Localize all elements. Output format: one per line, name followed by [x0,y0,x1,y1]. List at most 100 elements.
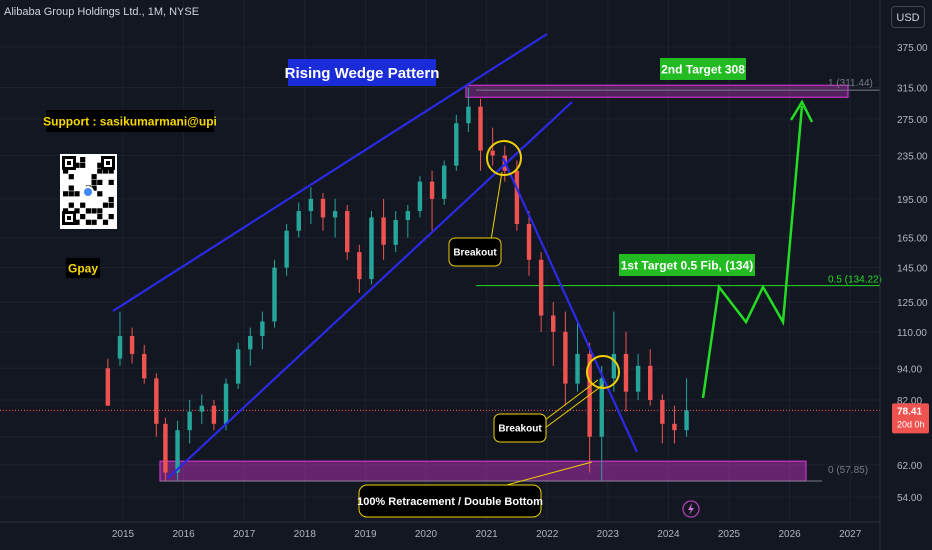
candle-body [284,230,289,268]
qr-cell [102,202,109,208]
price-tick-label: 275.00 [897,115,928,126]
candle-body [129,336,135,354]
qr-cell [91,174,97,180]
price-tick-label: 62.00 [897,461,922,472]
downtrend-line [501,157,639,453]
time-tick-label: 2024 [657,529,680,540]
candle-body [429,181,435,199]
callout-line-3 [544,384,604,429]
qr-cell [97,179,103,185]
qr-cell [91,219,97,225]
candle-body [142,353,147,379]
candle-body [405,211,411,221]
callout-line-1 [490,171,503,241]
fib-0-label: 0 (57.85) [828,465,868,476]
currency-button[interactable]: USD [891,6,925,28]
target1-label: 1st Target 0.5 Fib, (134) [621,258,754,272]
candle-body [466,106,471,124]
qr-cell [97,162,103,168]
fib-1-zone [465,84,849,98]
double-bottom-label: 100% Retracement / Double Bottom [357,496,543,508]
qr-cell [97,191,103,197]
price-tick-label: 145.00 [897,264,928,275]
candle-body [417,181,423,212]
target1-label-box [619,254,755,276]
candle-body [357,252,362,280]
candle-body [211,405,217,424]
candle-body [154,378,159,424]
qr-cell [108,196,114,203]
candle-body [454,123,459,166]
wedge-lower-line [167,101,573,479]
lightning-icon-bolt [688,503,694,515]
candle-body [199,405,204,412]
target2-label: 2nd Target 308 [661,62,745,76]
candle-body [635,365,641,392]
candle-body [187,411,192,431]
lightning-icon [682,500,700,518]
candle-body [611,353,617,379]
current-price-tag [892,403,929,434]
double-bottom-label-box [358,484,542,518]
time-tick-label: 2015 [112,529,135,540]
target-projection-path [701,105,804,399]
qr-cell [74,191,80,197]
qr-cell [74,162,80,168]
qr-cell [91,179,97,185]
target-arrow-head [789,99,814,123]
qr-finder-core [106,161,110,165]
candle-body [478,106,483,151]
time-tick-label: 2025 [718,529,741,540]
breakout-label-1-box [448,237,502,267]
candle-body [332,211,338,218]
candle-body [369,217,374,280]
candle-body [308,198,314,212]
candle-body [105,368,111,406]
qr-cell [74,208,80,214]
qr-cell [85,219,91,225]
qr-cell [80,162,86,168]
candle-body [381,217,386,245]
drawings-layer [112,33,814,487]
qr-finder-core [67,161,71,165]
qr-cell [91,208,97,214]
time-tick-label: 2020 [415,529,438,540]
breakout-label-1: Breakout [453,248,497,259]
qr-cell [97,168,103,174]
qr-cell [97,214,103,220]
price-tick-label: 94.00 [897,364,922,375]
qr-cell [63,208,69,214]
candle-body [672,423,677,431]
candle-body [526,223,532,260]
qr-cell [68,185,74,191]
gpay-label-box [66,258,100,278]
candle-body [248,336,253,350]
qr-cell [68,174,74,180]
fib-05-label: 0.5 (134.22) [828,275,882,286]
candle-body [648,365,653,400]
qr-cell [68,191,74,197]
qr-code [60,154,117,229]
qr-cell [80,214,86,220]
qr-cell [68,202,74,208]
labels-layer: Rising Wedge Pattern Support : sasikumarm… [43,58,755,518]
qr-logo-icon [84,188,92,196]
price-tick-label: 315.00 [897,83,928,94]
qr-finder-core [67,216,71,220]
qr-cell [80,157,86,163]
price-tick-label: 82.00 [897,396,922,407]
time-tick-label: 2023 [597,529,620,540]
breakout-circle-2 [586,355,620,389]
zones-layer: 1 (311.44) 0.5 (134.22) 0 (57.85) [0,78,882,482]
target2-label-box [660,58,746,80]
candle-body [223,383,229,424]
candle-body [296,211,301,231]
qr-cell [97,208,103,214]
support-label: Support : sasikumarmani@upi [43,114,217,128]
time-tick-label: 2016 [172,529,195,540]
qr-cell [91,185,97,191]
qr-cell [63,168,69,174]
candle-body [175,430,180,473]
